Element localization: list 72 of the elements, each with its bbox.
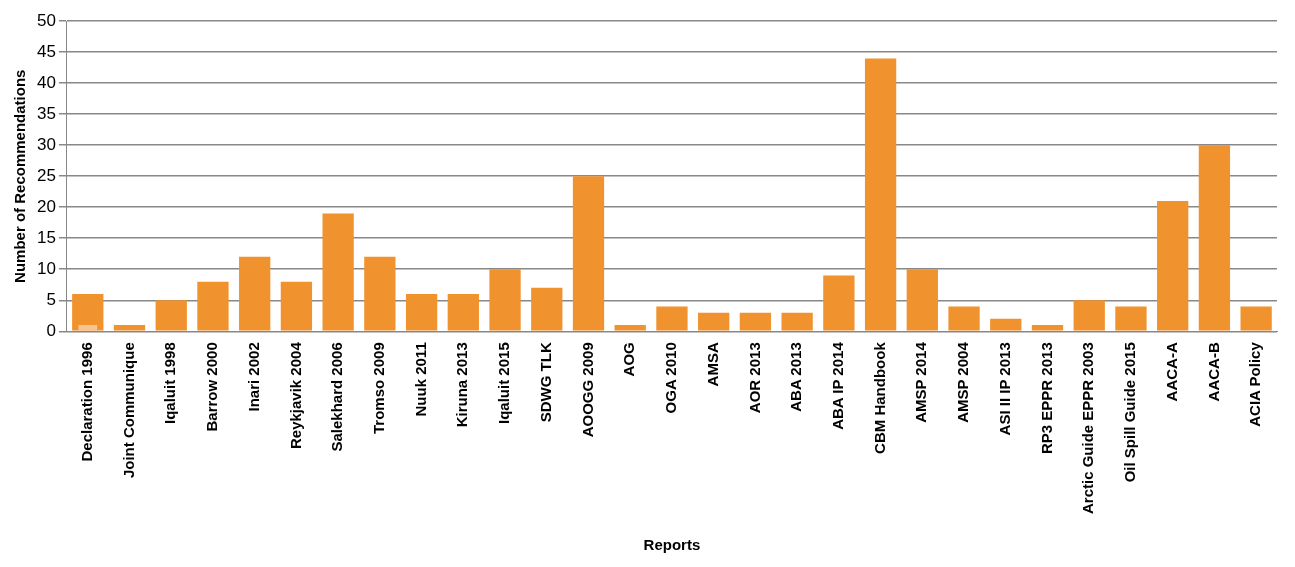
bar xyxy=(781,312,813,331)
bar xyxy=(864,58,897,331)
x-tick-label: Tromso 2009 xyxy=(370,342,387,434)
bar xyxy=(155,300,187,331)
bar xyxy=(614,325,646,331)
x-tick-label: Arctic Guide EPPR 2003 xyxy=(1079,342,1097,515)
bar xyxy=(531,287,563,331)
x-axis-title: Reports xyxy=(643,536,701,554)
y-tick-label: 30 xyxy=(36,134,56,154)
bar xyxy=(1115,306,1147,331)
x-tick-label: Reykjavik 2004 xyxy=(286,341,304,450)
bar xyxy=(78,325,98,331)
bar xyxy=(489,269,521,331)
y-tick-label: 50 xyxy=(36,10,56,30)
x-tick-label: ABA IP 2014 xyxy=(829,341,846,430)
bar xyxy=(364,256,396,331)
x-tick-label: AMSP 2004 xyxy=(954,341,972,423)
y-tick-label: 35 xyxy=(36,103,56,123)
bar xyxy=(948,306,980,331)
x-tick-label: Iqaluit 1998 xyxy=(161,342,179,424)
bar xyxy=(280,281,313,331)
y-tick-label: 45 xyxy=(36,41,56,61)
y-tick-label: 5 xyxy=(46,289,56,309)
bar xyxy=(1073,300,1105,331)
bar xyxy=(72,294,104,331)
bar xyxy=(239,256,271,331)
y-tick-label: 0 xyxy=(46,320,56,340)
x-tick-label: ABA 2013 xyxy=(787,342,805,412)
x-tick-label: AACA-A xyxy=(1162,342,1180,402)
x-tick-label: Inari 2002 xyxy=(244,342,262,412)
x-tick-label: Oil Spill Guide 2015 xyxy=(1121,342,1139,483)
bar xyxy=(990,318,1022,331)
y-tick-label: 40 xyxy=(36,72,56,92)
x-tick-label: OGA 2010 xyxy=(662,342,680,414)
bar xyxy=(1240,306,1272,331)
bar xyxy=(1031,325,1064,331)
x-tick-label: SDWG TLK xyxy=(536,342,554,423)
bar xyxy=(113,325,146,331)
bar xyxy=(447,294,479,331)
x-tick-label: Kiruna 2013 xyxy=(453,342,471,428)
x-tick-label: AACA-B xyxy=(1204,342,1222,402)
bar xyxy=(197,281,229,331)
x-tick-label: AOG xyxy=(620,342,638,377)
x-tick-label: AOOGG 2009 xyxy=(578,342,596,438)
x-tick-label: Barrow 2000 xyxy=(203,342,221,432)
bar xyxy=(322,213,354,331)
x-tick-label: RP3 EPPR 2013 xyxy=(1037,342,1055,454)
x-tick-label: ASI II IP 2013 xyxy=(995,342,1013,436)
x-tick-label: AMSA xyxy=(703,342,721,387)
bar xyxy=(1157,201,1189,331)
x-tick-label: Salekhard 2006 xyxy=(328,342,346,452)
bar xyxy=(823,275,855,331)
x-tick-label: CBM Handbook xyxy=(870,341,888,454)
bar xyxy=(698,312,730,331)
y-tick-label: 10 xyxy=(36,258,56,278)
bar xyxy=(656,306,688,331)
x-tick-label: Iqaluit 2015 xyxy=(495,342,513,424)
x-tick-label: ACIA Policy xyxy=(1246,341,1264,427)
x-tick-label: Joint Communique xyxy=(119,342,137,479)
bar xyxy=(1198,145,1231,331)
bar xyxy=(906,269,938,331)
x-tick-label: Nuuk 2011 xyxy=(411,342,429,417)
x-tick-label: AOR 2013 xyxy=(745,342,763,414)
x-tick-label: Declaration 1996 xyxy=(77,342,95,462)
y-tick-label: 20 xyxy=(36,196,56,216)
x-tick-label: AMSP 2014 xyxy=(912,341,930,423)
bar xyxy=(405,294,438,331)
y-tick-label: 15 xyxy=(36,227,56,247)
y-tick-label: 25 xyxy=(36,165,56,185)
bar xyxy=(572,176,605,331)
y-axis-title: Number of Recommendations xyxy=(11,69,29,283)
bar xyxy=(739,312,772,331)
